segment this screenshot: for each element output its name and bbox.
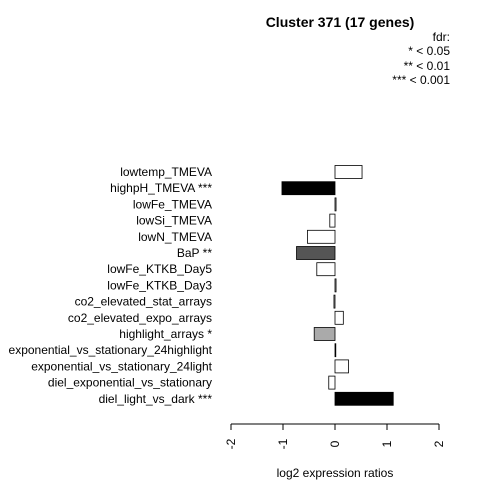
bar-15 (334, 391, 394, 406)
bar-7 (316, 262, 336, 277)
x-axis-title: log2 expression ratios (277, 466, 394, 480)
category-label-2: highpH_TMEVA *** (110, 181, 212, 195)
bar-9 (333, 294, 336, 309)
category-label-11: highlight_arrays * (119, 327, 212, 341)
bar-8 (334, 278, 337, 293)
bar-11 (313, 327, 336, 341)
bar-13 (334, 359, 349, 374)
x-tick-label-2: -1 (276, 438, 290, 449)
category-label-13: exponential_vs_stationary_24light (31, 359, 212, 373)
x-axis: -2 -1 0 1 2 (224, 423, 446, 449)
legend-entry-1: * < 0.05 (408, 44, 450, 58)
legend-entry-3: *** < 0.001 (392, 73, 450, 87)
category-label-9: co2_elevated_stat_arrays (75, 295, 212, 309)
x-tick-label-4: 1 (380, 440, 394, 447)
category-label-15: diel_light_vs_dark *** (99, 392, 213, 406)
category-label-5: lowN_TMEVA (138, 230, 212, 244)
category-label-7: lowFe_KTKB_Day5 (107, 262, 212, 276)
bar-3 (334, 197, 337, 212)
category-label-6: BaP ** (177, 246, 212, 260)
bar-4 (329, 213, 336, 228)
bars (281, 165, 394, 406)
category-labels: lowtemp_TMEVA highpH_TMEVA *** lowFe_TMEVA… (9, 165, 213, 406)
category-label-12: exponential_vs_stationary_24highlight (9, 343, 213, 357)
x-tick-label-1: -2 (224, 438, 238, 449)
category-label-4: lowSi_TMEVA (136, 214, 212, 228)
bar-5 (307, 229, 336, 244)
x-tick-label-5: 2 (432, 440, 446, 447)
bar-1 (334, 165, 363, 179)
bar-6 (296, 246, 336, 260)
bar-2 (281, 181, 336, 196)
x-tick-label-3: 0 (328, 440, 342, 447)
category-label-3: lowFe_TMEVA (133, 197, 212, 211)
bar-10 (334, 310, 344, 325)
category-label-8: lowFe_KTKB_Day3 (107, 278, 212, 292)
category-label-1: lowtemp_TMEVA (120, 165, 212, 179)
bar-12 (334, 343, 337, 358)
category-label-10: co2_elevated_expo_arrays (68, 311, 212, 325)
bar-14 (328, 375, 336, 390)
chart-title: Cluster 371 (17 genes) (266, 14, 415, 30)
legend-title: fdr: (433, 30, 450, 44)
category-label-14: diel_exponential_vs_stationary (48, 376, 212, 390)
legend: fdr: * < 0.05 ** < 0.01 *** < 0.001 (392, 30, 450, 87)
legend-entry-2: ** < 0.01 (404, 59, 451, 73)
